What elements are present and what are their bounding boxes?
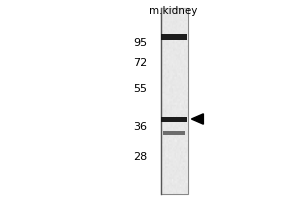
Bar	[161, 116, 187, 121]
Text: 28: 28	[133, 152, 147, 162]
Bar	[161, 34, 187, 40]
Bar	[163, 131, 185, 135]
Bar	[160, 8, 188, 194]
Text: 72: 72	[133, 58, 147, 68]
Text: 95: 95	[133, 38, 147, 48]
Polygon shape	[191, 114, 203, 124]
Text: m.kidney: m.kidney	[149, 6, 198, 16]
Text: 55: 55	[133, 84, 147, 94]
Text: 36: 36	[133, 122, 147, 132]
